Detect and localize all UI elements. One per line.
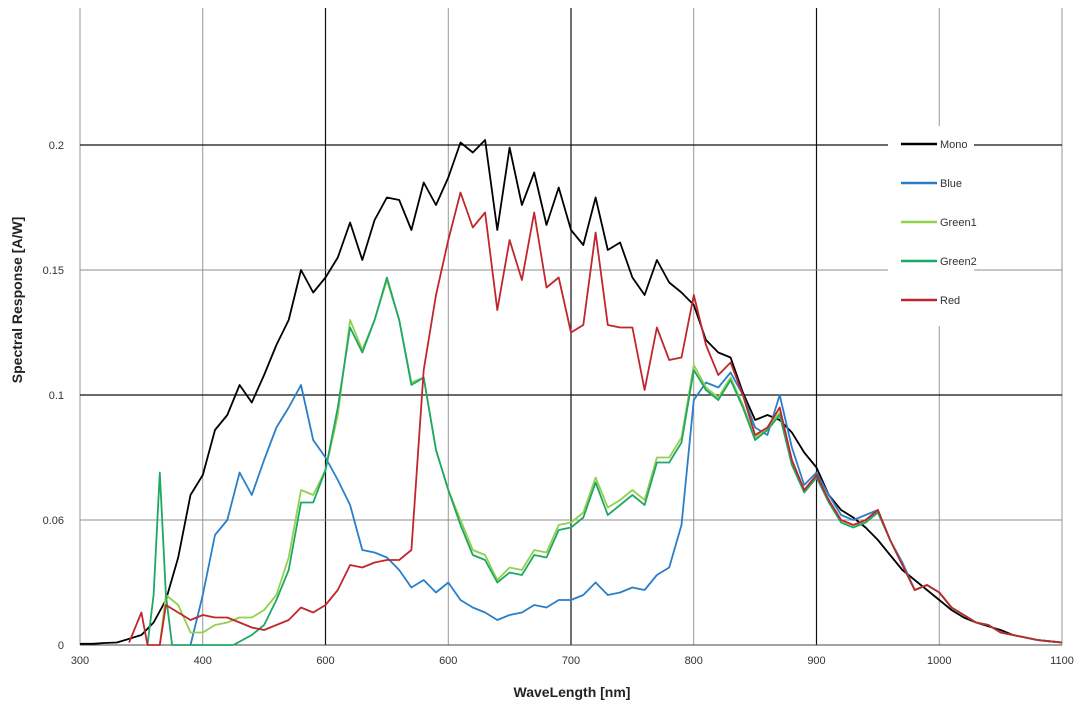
y-tick-label: 0.2 (49, 140, 64, 152)
x-axis-title: WaveLength [nm] (514, 684, 631, 700)
x-tick-label: 800 (685, 655, 703, 667)
x-axis-ticks: 300 400 600 600 700 800 900 1000 1100 (71, 655, 1074, 667)
y-axis-title: Spectral Response [A/W] (9, 217, 25, 383)
y-tick-label: 0.15 (43, 265, 64, 277)
legend-box (888, 126, 974, 326)
data-series (80, 139, 1063, 646)
x-tick-label: 400 (194, 655, 212, 667)
x-tick-label: 1100 (1050, 655, 1074, 667)
legend: Mono Blue Green1 Green2 Red (888, 126, 977, 326)
grid-lines (79, 8, 1063, 646)
y-tick-label: 0.1 (49, 390, 64, 402)
y-tick-label: 0 (58, 640, 64, 652)
series-line-red (128, 191, 1063, 646)
series-line-mono (80, 139, 1063, 645)
x-tick-label: 900 (807, 655, 825, 667)
x-tick-label: 600 (439, 655, 457, 667)
y-tick-label: 0.06 (43, 515, 64, 527)
legend-label-green2: Green2 (940, 256, 977, 268)
x-tick-label: 700 (562, 655, 580, 667)
legend-label-green1: Green1 (940, 217, 977, 229)
x-tick-label: 600 (316, 655, 334, 667)
x-tick-label: 1000 (927, 655, 951, 667)
y-axis-ticks: 0 0.06 0.1 0.15 0.2 (43, 140, 64, 652)
x-tick-label: 300 (71, 655, 89, 667)
legend-label-red: Red (940, 295, 960, 307)
legend-label-mono: Mono (940, 139, 968, 151)
legend-label-blue: Blue (940, 178, 962, 190)
